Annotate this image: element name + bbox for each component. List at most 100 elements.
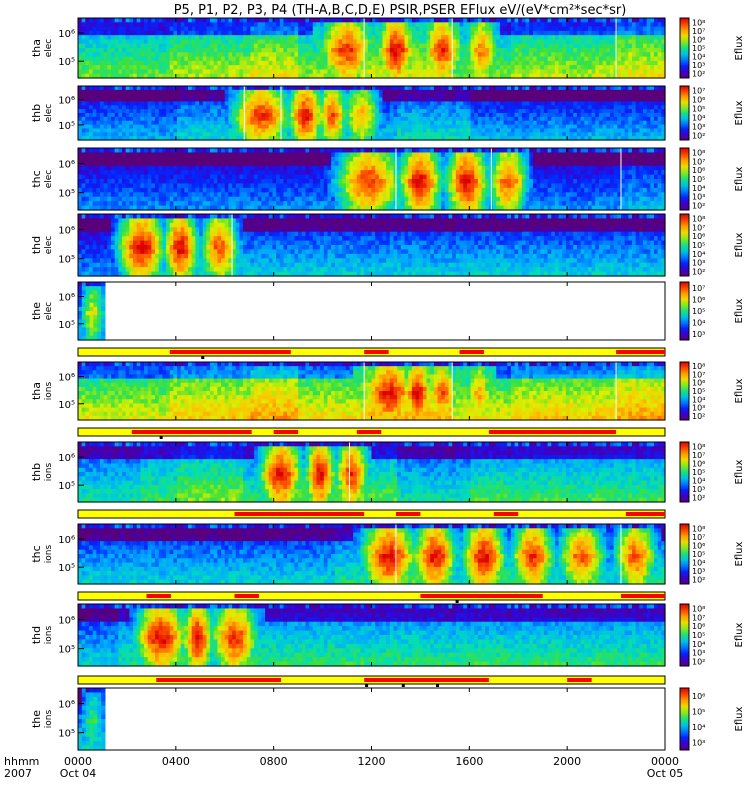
colorbar-tick-thc-ions-3: 10⁵: [692, 550, 705, 559]
ytick-tha-ions-1: 10⁵: [58, 400, 75, 411]
mode-mark-the-elec-0: [201, 356, 205, 359]
colorbar-tick-thb-elec-4: 10³: [692, 123, 705, 132]
colorbar-the-elec: 10⁷ 10⁶ 10⁵ 10⁴ 10³ Eflux: [679, 281, 745, 341]
ytick-thb-ions-0: 10⁶: [58, 453, 75, 464]
colorbar-tick-thd-elec-2: 10⁶: [692, 232, 705, 241]
colorbar-tick-thb-elec-2: 10⁵: [692, 105, 705, 114]
colorbar-tick-thc-ions-2: 10⁶: [692, 541, 705, 550]
ytick-thd-ions-1: 10⁵: [58, 645, 75, 656]
mode-interval-thb-ions-1: [395, 512, 421, 516]
colorbar-tick-the-elec-2: 10⁵: [692, 307, 705, 316]
colorbar-tick-thd-ions-0: 10⁸: [692, 604, 705, 613]
mode-mark-thc-ions-0: [455, 600, 459, 603]
colorbar-tick-thc-ions-5: 10³: [692, 567, 705, 576]
colorbar-tick-thb-elec-3: 10⁴: [692, 114, 705, 123]
mode-interval-tha-ions-3: [488, 430, 617, 434]
ytick-the-elec-0: 10⁶: [58, 293, 75, 304]
colorbar-label-thc-ions: Eflux: [734, 541, 745, 566]
spectrogram-tha-elec: [78, 18, 666, 79]
time-tick-date-0: Oct 04: [60, 767, 97, 780]
colorbar-tick-tha-ions-5: 10³: [692, 404, 705, 413]
mode-interval-thc-ions-1: [234, 594, 259, 598]
time-tick-date-6: Oct 05: [647, 767, 684, 780]
panel-sublabel-tha-ions: ions: [44, 381, 54, 400]
panel-label-tha-ions: tha: [30, 382, 43, 400]
ytick-thc-elec-1: 10⁵: [58, 189, 75, 200]
panel-sublabel-thc-ions: ions: [44, 544, 54, 563]
colorbar-tick-the-ions-2: 10⁴: [692, 723, 705, 732]
ytick-thc-elec-0: 10⁶: [58, 160, 75, 171]
mode-interval-tha-ions-0: [131, 430, 252, 434]
mode-mark-thd-ions-0: [365, 684, 369, 687]
chart-title: P5, P1, P2, P3, P4 (TH-A,B,C,D,E) PSIR,P…: [174, 3, 627, 18]
spectrogram-thb-ions: [78, 442, 666, 503]
ytick-the-ions-1: 10⁵: [58, 729, 75, 740]
colorbar-tick-tha-ions-6: 10²: [692, 412, 705, 421]
colorbar-tick-the-ions-1: 10⁵: [692, 707, 705, 716]
colorbar-tick-the-ions-3: 10³: [692, 738, 705, 747]
panel-sublabel-thb-elec: elec: [44, 104, 54, 123]
mode-interval-tha-ions-2: [356, 430, 382, 434]
panel-label-thb-elec: thb: [30, 104, 43, 122]
spectrogram-thb-elec: [78, 86, 666, 141]
colorbar-tick-thb-elec-0: 10⁷: [692, 87, 705, 96]
panel-label-thd-elec: thd: [30, 236, 43, 254]
mode-interval-thd-ions-2: [567, 678, 592, 682]
time-tick-0: 0000: [64, 755, 92, 768]
colorbar-tick-thc-elec-3: 10⁵: [692, 175, 705, 184]
colorbar-the-ions: 10⁶ 10⁵ 10⁴ 10³ Eflux: [679, 687, 745, 751]
panel-label-thb-ions: thb: [30, 463, 43, 481]
colorbar-tick-tha-ions-1: 10⁷: [692, 370, 705, 379]
mode-bar-tha-ions: [77, 427, 666, 439]
time-tick-4: 1600: [455, 755, 483, 768]
colorbar-tick-thb-ions-4: 10⁴: [692, 477, 705, 486]
mode-interval-the-elec-3: [616, 350, 665, 354]
panel-sublabel-thb-ions: ions: [44, 462, 54, 481]
mode-bar-the-elec: [77, 347, 666, 359]
mode-mark-thd-ions-1: [401, 684, 405, 687]
colorbar-tick-thc-elec-1: 10⁷: [692, 157, 705, 166]
colorbar-tick-tha-ions-0: 10⁸: [692, 362, 705, 371]
colorbar-tick-thb-ions-1: 10⁷: [692, 451, 705, 460]
colorbar-tick-the-elec-3: 10⁴: [692, 319, 705, 328]
time-axis-label: hhmm: [4, 755, 39, 768]
colorbar-tick-thd-ions-4: 10⁴: [692, 640, 705, 649]
colorbar-tick-thd-elec-3: 10⁵: [692, 241, 705, 250]
colorbar-tick-thd-elec-6: 10²: [692, 268, 705, 277]
colorbar-tick-tha-ions-2: 10⁶: [692, 379, 705, 388]
mode-bar-thc-ions: [77, 591, 666, 603]
colorbar-tick-the-elec-1: 10⁶: [692, 295, 705, 304]
colorbar-tick-tha-elec-4: 10⁴: [692, 53, 705, 62]
ytick-thc-ions-1: 10⁵: [58, 563, 75, 574]
colorbar-tick-tha-elec-0: 10⁸: [692, 18, 705, 27]
colorbar-tick-the-elec-4: 10³: [692, 330, 705, 339]
ytick-tha-elec-0: 10⁶: [58, 29, 75, 40]
spectrogram-tha-ions: [78, 362, 666, 421]
colorbar-tick-thc-ions-0: 10⁸: [692, 524, 705, 533]
colorbar-tick-thd-ions-1: 10⁷: [692, 613, 705, 622]
colorbar-tick-thb-ions-0: 10⁸: [692, 442, 705, 451]
colorbar-tick-tha-elec-6: 10²: [692, 70, 705, 79]
ytick-thd-elec-0: 10⁶: [58, 226, 75, 237]
panel-sublabel-thd-ions: ions: [44, 625, 54, 644]
colorbar-tick-thd-ions-2: 10⁶: [692, 622, 705, 631]
colorbar-tick-thb-ions-3: 10⁵: [692, 468, 705, 477]
ytick-thb-elec-0: 10⁶: [58, 96, 75, 107]
time-tick-6: 0000: [651, 755, 679, 768]
mode-bar-thb-ions: [77, 509, 666, 519]
panel-the-ions: the ions 10⁶ 10⁵ 10⁶ 10⁵ 10⁴ 10³ Eflux: [30, 687, 745, 751]
colorbar-tick-thd-elec-1: 10⁷: [692, 223, 705, 232]
panel-sublabel-thd-elec: elec: [44, 236, 54, 255]
colorbar-label-tha-elec: Eflux: [734, 35, 745, 60]
time-tick-2: 0800: [260, 755, 288, 768]
